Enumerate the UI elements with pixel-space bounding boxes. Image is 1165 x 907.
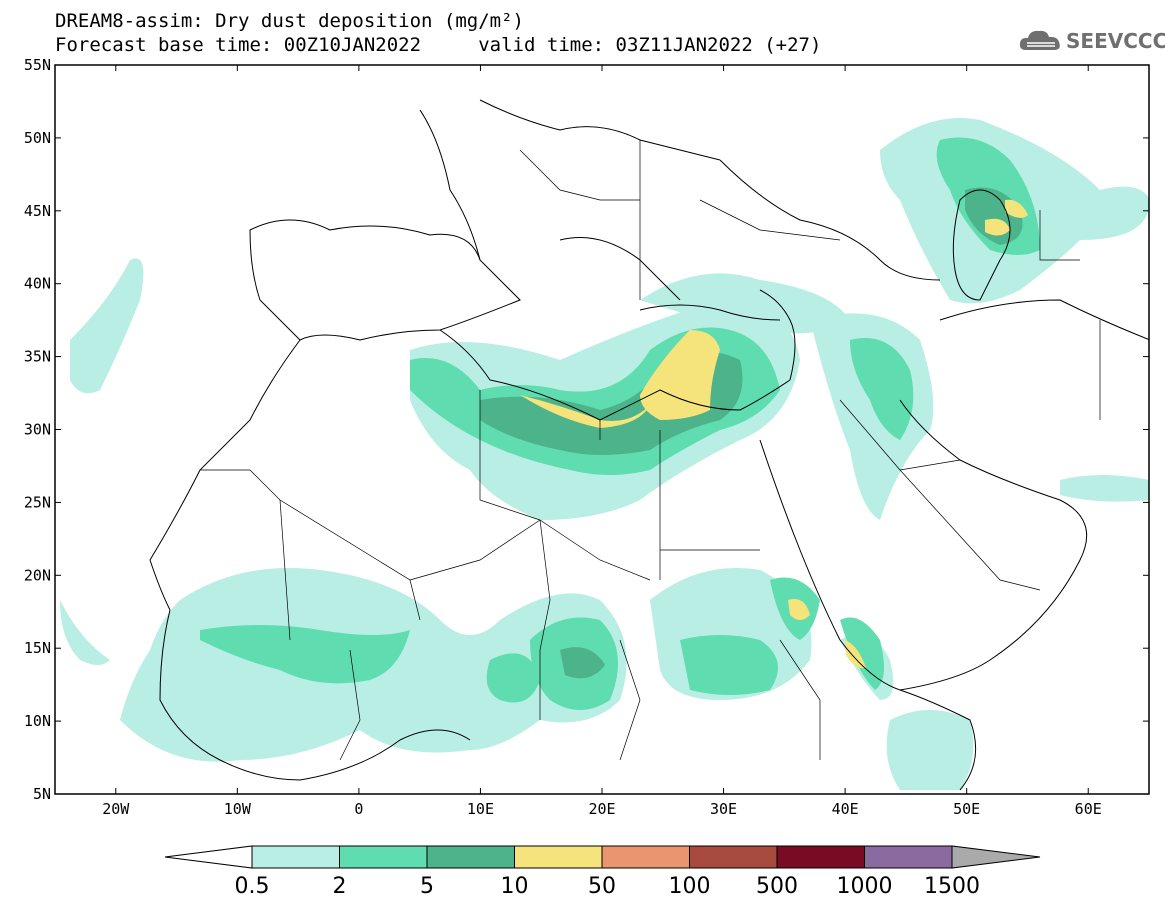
colorbar-label: 1000 bbox=[837, 874, 893, 899]
title-line1: DREAM8-assim: Dry dust deposition (mg/m²… bbox=[55, 10, 524, 32]
lat-tick-label: 55N bbox=[24, 56, 51, 74]
colorbar-swatch bbox=[689, 845, 778, 869]
colorbar: 0.5 2 5 10 50 100 500 1000 1500 bbox=[164, 845, 1041, 899]
lat-tick-label: 40N bbox=[24, 275, 51, 293]
colorbar-swatch bbox=[776, 845, 865, 869]
title-line2: Forecast base time: 00Z10JAN2022 valid t… bbox=[55, 34, 822, 56]
lat-tick-label: 5N bbox=[33, 785, 51, 803]
country-borders bbox=[200, 140, 1101, 761]
colorbar-label: 100 bbox=[669, 874, 711, 899]
cloud-icon bbox=[1019, 30, 1060, 50]
colorbar-label: 500 bbox=[756, 874, 798, 899]
colorbar-under-arrow bbox=[164, 845, 253, 869]
colorbar-swatch bbox=[864, 845, 953, 869]
lat-tick-label: 10N bbox=[24, 712, 51, 730]
colorbar-swatch bbox=[251, 845, 340, 869]
logo-text: SEEVCCC bbox=[1066, 29, 1165, 53]
colorbar-label: 0.5 bbox=[235, 874, 270, 899]
colorbar-label: 5 bbox=[420, 874, 434, 899]
lon-tick-label: 60E bbox=[1075, 800, 1102, 818]
lon-tick-label: 40E bbox=[832, 800, 859, 818]
lat-tick-label: 20N bbox=[24, 566, 51, 584]
lon-tick-label: 10E bbox=[467, 800, 494, 818]
dust-fields bbox=[60, 118, 1149, 790]
longitude-axis: 20W 10W 0 10E 20E 30E 40E 50E 60E bbox=[102, 65, 1102, 818]
colorbar-label: 1500 bbox=[924, 874, 980, 899]
colorbar-swatch bbox=[601, 845, 690, 869]
colorbar-swatch bbox=[339, 845, 428, 869]
colorbar-swatch bbox=[426, 845, 515, 869]
lon-tick-label: 20W bbox=[102, 800, 130, 818]
colorbar-label: 10 bbox=[501, 874, 529, 899]
lat-tick-label: 45N bbox=[24, 202, 51, 220]
lon-tick-label: 20E bbox=[588, 800, 615, 818]
colorbar-label: 2 bbox=[333, 874, 347, 899]
lon-tick-label: 30E bbox=[710, 800, 737, 818]
latitude-axis: 55N 50N 45N 40N 35N 30N 25N 20N 15N 10N 5N bbox=[24, 56, 1149, 803]
colorbar-label: 50 bbox=[588, 874, 616, 899]
lon-tick-label: 10W bbox=[224, 800, 252, 818]
lat-tick-label: 35N bbox=[24, 348, 51, 366]
lat-tick-label: 30N bbox=[24, 421, 51, 439]
colorbar-over-arrow bbox=[951, 845, 1041, 869]
colorbar-swatch bbox=[514, 845, 603, 869]
lon-tick-label: 50E bbox=[953, 800, 980, 818]
lat-tick-label: 15N bbox=[24, 639, 51, 657]
lat-tick-label: 25N bbox=[24, 493, 51, 511]
lon-tick-label: 0 bbox=[354, 800, 363, 818]
lat-tick-label: 50N bbox=[24, 129, 51, 147]
level-10-50-field bbox=[520, 199, 1028, 669]
seevccc-logo: SEEVCCC bbox=[1018, 26, 1165, 56]
